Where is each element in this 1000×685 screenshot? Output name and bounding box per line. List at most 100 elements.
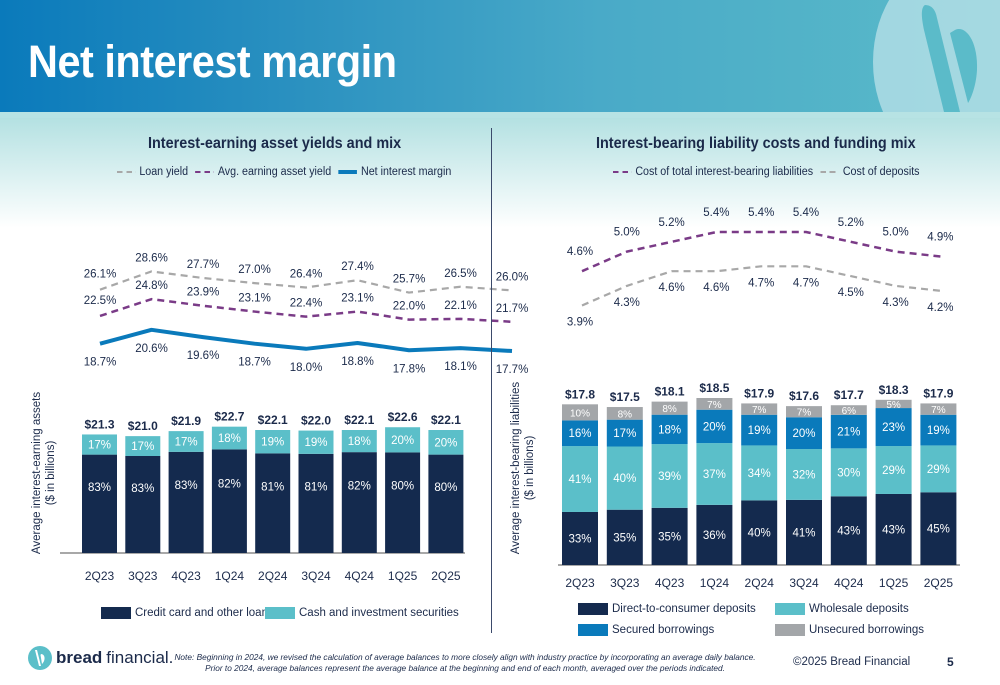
data-label: 4.9% xyxy=(927,232,953,244)
bar-segment-credit-card-and-other-loans xyxy=(82,454,117,553)
bar-segment-secured-borrowings xyxy=(830,414,867,449)
bread-logo-icon xyxy=(28,646,52,670)
segment-label: 45% xyxy=(927,524,950,536)
segment-label: 7% xyxy=(931,405,946,416)
data-label: 4.6% xyxy=(703,282,729,294)
total-label: $18.1 xyxy=(655,385,685,399)
segment-label: 8% xyxy=(618,409,633,420)
bar-segment-secured-borrowings xyxy=(786,417,822,450)
segment-label: 29% xyxy=(927,464,950,476)
segment-label: 80% xyxy=(391,481,414,493)
data-label: 18.7% xyxy=(84,357,117,369)
dashed-gray-swatch-icon xyxy=(117,171,136,173)
navy-swatch-icon xyxy=(101,607,131,619)
x-tick-label: 1Q25 xyxy=(879,576,909,590)
segment-label: 20% xyxy=(434,437,457,449)
data-label: 23.9% xyxy=(187,287,220,299)
legend-avg-earning-asset-yield: Avg. earning asset yield xyxy=(195,166,331,178)
gray-swatch-icon xyxy=(775,624,805,636)
segment-label: 34% xyxy=(748,468,771,480)
x-tick-label: 2Q23 xyxy=(565,576,595,590)
segment-label: 7% xyxy=(797,408,812,419)
x-tick-label: 2Q25 xyxy=(924,576,954,590)
segment-label: 39% xyxy=(658,471,681,483)
bar-segment-wholesale-deposits xyxy=(741,445,778,501)
data-label: 26.5% xyxy=(444,268,477,280)
segment-label: 10% xyxy=(570,408,590,419)
panel-divider xyxy=(491,128,492,633)
liability-costs-line-chart: 4.6% 5.0% 5.2% 5.4% 5.4% 5.4% 5.2% 5.0% 4.9% 3.9%… xyxy=(567,207,954,329)
bar-segment-secured-borrowings xyxy=(696,409,733,444)
right-y-axis-label: Average interest-bearing liabilities ($ … xyxy=(510,381,536,555)
total-label: $17.9 xyxy=(744,386,774,400)
bar-segment-cash-and-investment-securities xyxy=(298,430,334,454)
segment-label: 18% xyxy=(348,436,371,448)
bar-segment-direct-to-consumer-deposits xyxy=(562,511,598,565)
data-label: 25.7% xyxy=(393,274,426,286)
data-label: 5.2% xyxy=(658,217,684,229)
legend-cost-of-deposits: Cost of deposits xyxy=(820,166,920,178)
data-label: 4.7% xyxy=(748,277,774,289)
data-label: 4.5% xyxy=(838,287,864,299)
data-label: 19.6% xyxy=(187,350,220,362)
segment-label: 41% xyxy=(568,474,591,486)
x-tick-label: 3Q23 xyxy=(610,576,640,590)
segment-label: 41% xyxy=(792,527,815,539)
segment-label: 35% xyxy=(613,532,636,544)
footer-logo: bread financial. xyxy=(28,646,173,670)
segment-label: 83% xyxy=(88,482,111,494)
x-tick-label: 4Q23 xyxy=(655,576,685,590)
x-tick-label: 1Q25 xyxy=(388,569,418,583)
dashed-purple-swatch-icon xyxy=(195,170,215,174)
segment-label: 23% xyxy=(882,422,905,434)
funding-mix-bar-chart: 33% 41% 16% 10% $17.8 2Q23 35% 40% 17% 8% $17.5 3Q2… xyxy=(558,381,960,590)
bar-segment-direct-to-consumer-deposits xyxy=(830,496,867,565)
total-label: $21.3 xyxy=(84,417,114,431)
segment-label: 16% xyxy=(568,428,591,440)
bar-segment-credit-card-and-other-loans xyxy=(168,451,204,553)
segment-label: 20% xyxy=(391,435,414,447)
data-label: 27.0% xyxy=(238,264,271,276)
bar-segment-unsecured-borrowings xyxy=(875,399,912,409)
data-label: 17.8% xyxy=(393,363,426,375)
data-label: 4.6% xyxy=(567,246,593,258)
segment-label: 19% xyxy=(927,425,950,437)
segment-label: 7% xyxy=(752,405,767,416)
bar-segment-cash-and-investment-securities xyxy=(211,426,247,450)
bread-logo-watermark-icon xyxy=(873,0,1000,112)
footnote: Note: Beginning in 2024, we revised the … xyxy=(174,652,756,673)
data-label: 3.9% xyxy=(567,317,593,329)
header-banner: Net interest margin xyxy=(0,0,1000,112)
legend-credit-card-loans: Credit card and other loans xyxy=(101,607,274,619)
bar-segment-wholesale-deposits xyxy=(606,446,643,510)
total-label: $22.1 xyxy=(431,413,461,427)
segment-label: 33% xyxy=(568,533,591,545)
bar-segment-wholesale-deposits xyxy=(830,448,867,497)
bar-segment-wholesale-deposits xyxy=(696,443,733,505)
segment-label: 81% xyxy=(261,481,284,493)
total-label: $17.5 xyxy=(610,390,640,404)
bar-segment-direct-to-consumer-deposits xyxy=(875,493,912,565)
segment-label: 20% xyxy=(792,428,815,440)
segment-label: 29% xyxy=(882,465,905,477)
legend-loan-yield: Loan yield xyxy=(117,166,188,178)
segment-label: 21% xyxy=(837,427,860,439)
data-label: 22.4% xyxy=(290,298,323,310)
bar-segment-cash-and-investment-securities xyxy=(385,427,421,453)
total-label: $22.1 xyxy=(258,413,288,427)
right-line-legend: Cost of total interest-bearing liabiliti… xyxy=(613,166,923,178)
bar-segment-unsecured-borrowings xyxy=(830,405,867,415)
x-tick-label: 3Q23 xyxy=(128,569,158,583)
total-label: $22.0 xyxy=(301,414,331,428)
bar-segment-secured-borrowings xyxy=(606,419,643,447)
bar-segment-wholesale-deposits xyxy=(875,446,912,494)
data-label: 22.5% xyxy=(84,295,117,307)
segment-label: 35% xyxy=(658,531,681,543)
bar-segment-unsecured-borrowings xyxy=(741,403,778,415)
x-tick-label: 3Q24 xyxy=(301,569,331,583)
bar-segment-secured-borrowings xyxy=(920,414,957,446)
total-label: $22.1 xyxy=(344,413,374,427)
data-label: 26.1% xyxy=(84,269,117,281)
x-tick-label: 4Q24 xyxy=(834,576,864,590)
segment-label: 6% xyxy=(842,406,857,417)
